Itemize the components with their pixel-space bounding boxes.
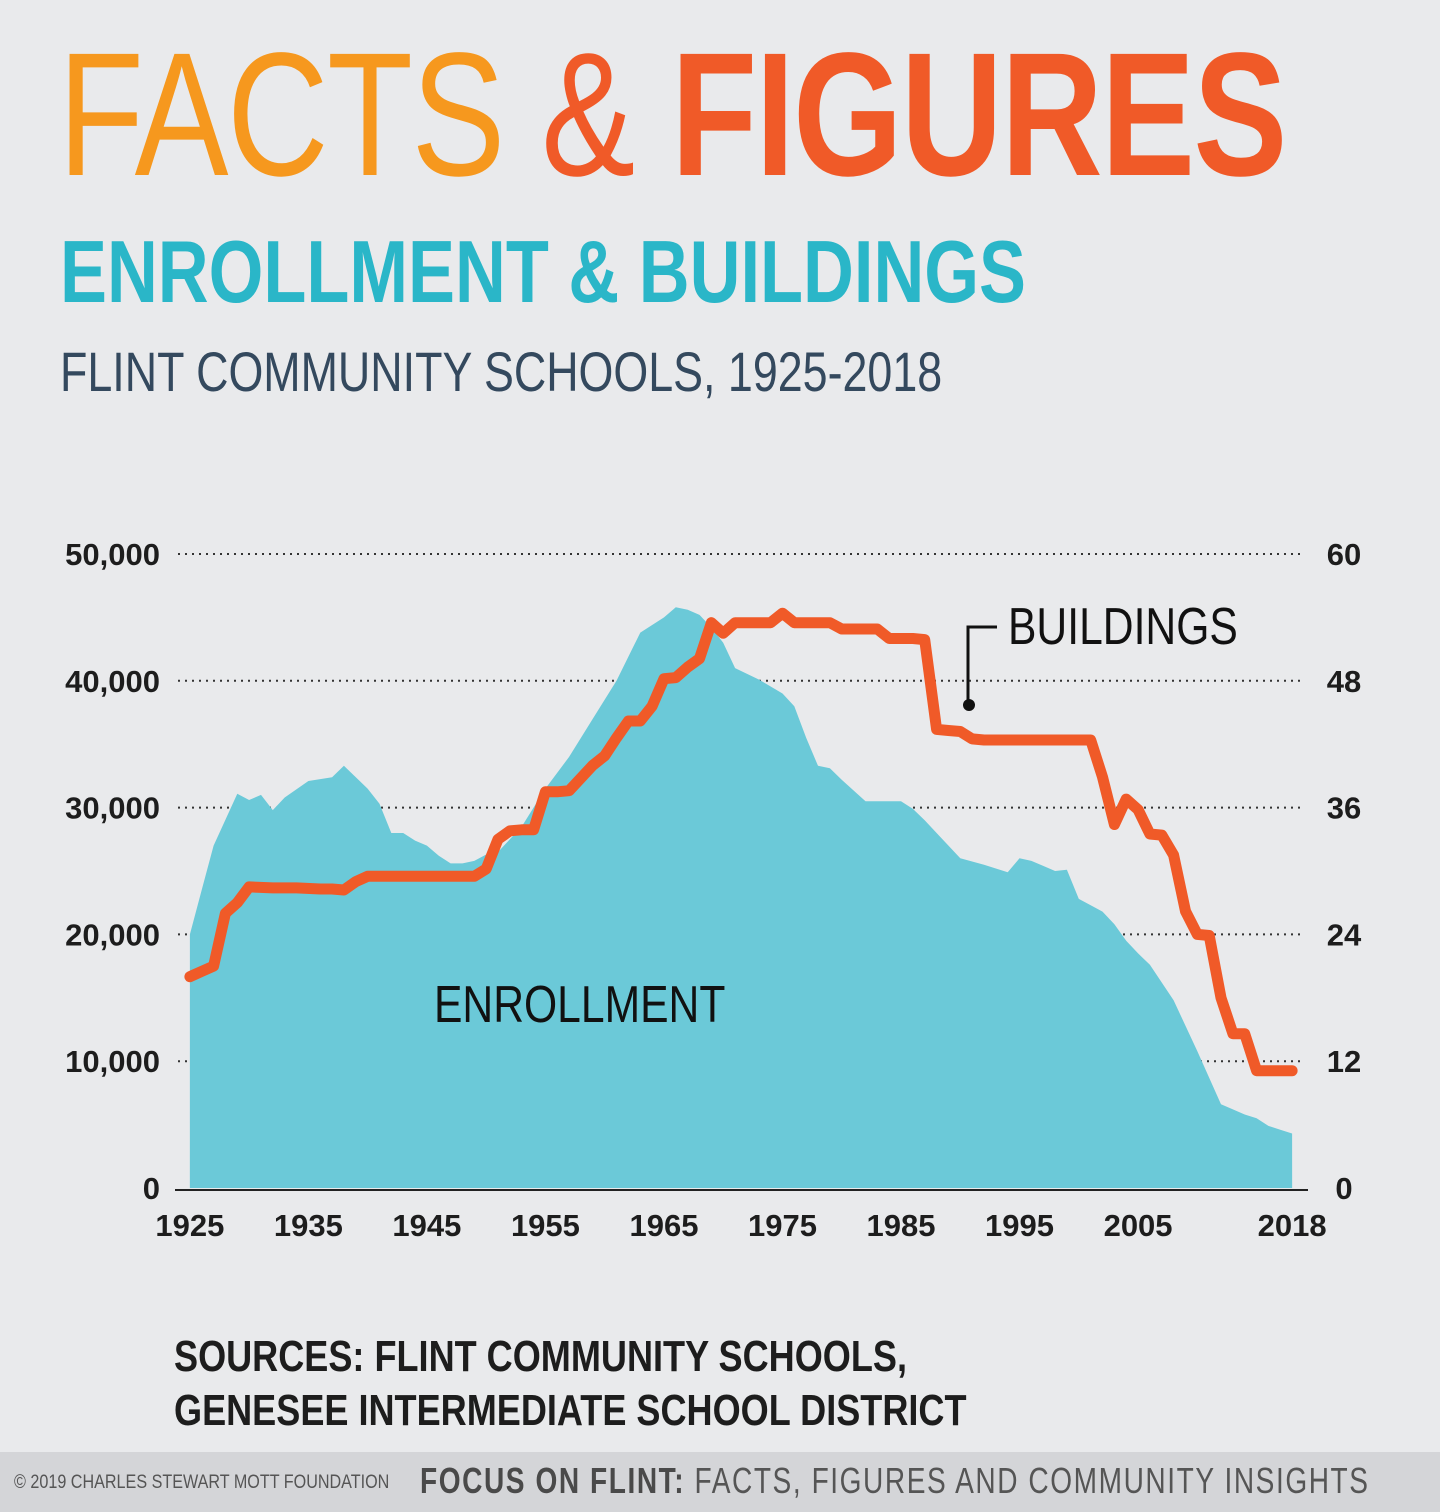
page-subtitle: ENROLLMENT & BUILDINGS — [60, 222, 1027, 321]
x-axis: 1925 1935 1945 1955 1965 1975 1985 1995 2005 2018 — [155, 1208, 1326, 1243]
right-tick-label: 36 — [1327, 791, 1361, 826]
sources-line-1: SOURCES: FLINT COMMUNITY SCHOOLS, — [174, 1332, 907, 1381]
right-tick-label: 24 — [1327, 917, 1362, 952]
footer-copyright: © 2019 CHARLES STEWART MOTT FOUNDATION — [14, 1472, 390, 1493]
buildings-label: BUILDINGS — [1008, 598, 1238, 656]
buildings-callout-leader — [966, 625, 997, 702]
x-tick-label: 1985 — [867, 1208, 936, 1243]
right-tick-label: 48 — [1327, 664, 1361, 699]
title-ampersand: & — [541, 17, 635, 213]
right-tick-label: 0 — [1335, 1171, 1352, 1206]
sources-note: SOURCES: FLINT COMMUNITY SCHOOLS, GENESE… — [174, 1330, 966, 1438]
title-facts: FACTS — [58, 17, 505, 213]
page-title: FACTS & FIGURES — [58, 17, 1287, 213]
footer-tag-rest: FACTS, FIGURES AND COMMUNITY INSIGHTS — [685, 1460, 1370, 1501]
left-tick-label: 30,000 — [65, 791, 160, 826]
buildings-line — [184, 607, 1298, 1077]
x-tick-label: 1995 — [985, 1208, 1054, 1243]
left-tick-label: 40,000 — [65, 664, 160, 699]
enrollment-area — [189, 607, 1293, 1188]
left-tick-label: 10,000 — [65, 1044, 160, 1079]
x-tick-label: 2005 — [1104, 1208, 1173, 1243]
title-figures: FIGURES — [671, 17, 1287, 213]
x-tick-label: 2018 — [1258, 1208, 1327, 1243]
x-tick-label: 1975 — [748, 1208, 817, 1243]
x-tick-label: 1965 — [629, 1208, 698, 1243]
x-tick-label: 1945 — [392, 1208, 461, 1243]
page-subsubtitle: FLINT COMMUNITY SCHOOLS, 1925-2018 — [60, 340, 943, 403]
right-axis: 0 12 24 36 48 60 — [1327, 537, 1362, 1206]
enrollment-buildings-chart: 0 10,000 20,000 30,000 40,000 50,000 0 12 24 36 4… — [65, 537, 1362, 1243]
x-tick-label: 1955 — [511, 1208, 580, 1243]
left-tick-label: 50,000 — [65, 537, 160, 572]
footer-tagline: FOCUS ON FLINT: FACTS, FIGURES AND COMMU… — [420, 1460, 1370, 1502]
right-tick-label: 60 — [1327, 537, 1361, 572]
left-tick-label: 20,000 — [65, 917, 160, 952]
footer-bar: © 2019 CHARLES STEWART MOTT FOUNDATION F… — [0, 1452, 1440, 1512]
x-tick-label: 1935 — [274, 1208, 343, 1243]
enrollment-label: ENROLLMENT — [434, 976, 725, 1034]
buildings-callout-dot — [963, 699, 975, 711]
right-tick-label: 12 — [1327, 1044, 1361, 1079]
left-tick-label: 0 — [143, 1171, 160, 1206]
left-axis: 0 10,000 20,000 30,000 40,000 50,000 — [65, 537, 160, 1206]
x-tick-label: 1925 — [155, 1208, 224, 1243]
footer-tag-bold: FOCUS ON FLINT: — [420, 1460, 686, 1501]
sources-line-2: GENESEE INTERMEDIATE SCHOOL DISTRICT — [174, 1386, 967, 1435]
